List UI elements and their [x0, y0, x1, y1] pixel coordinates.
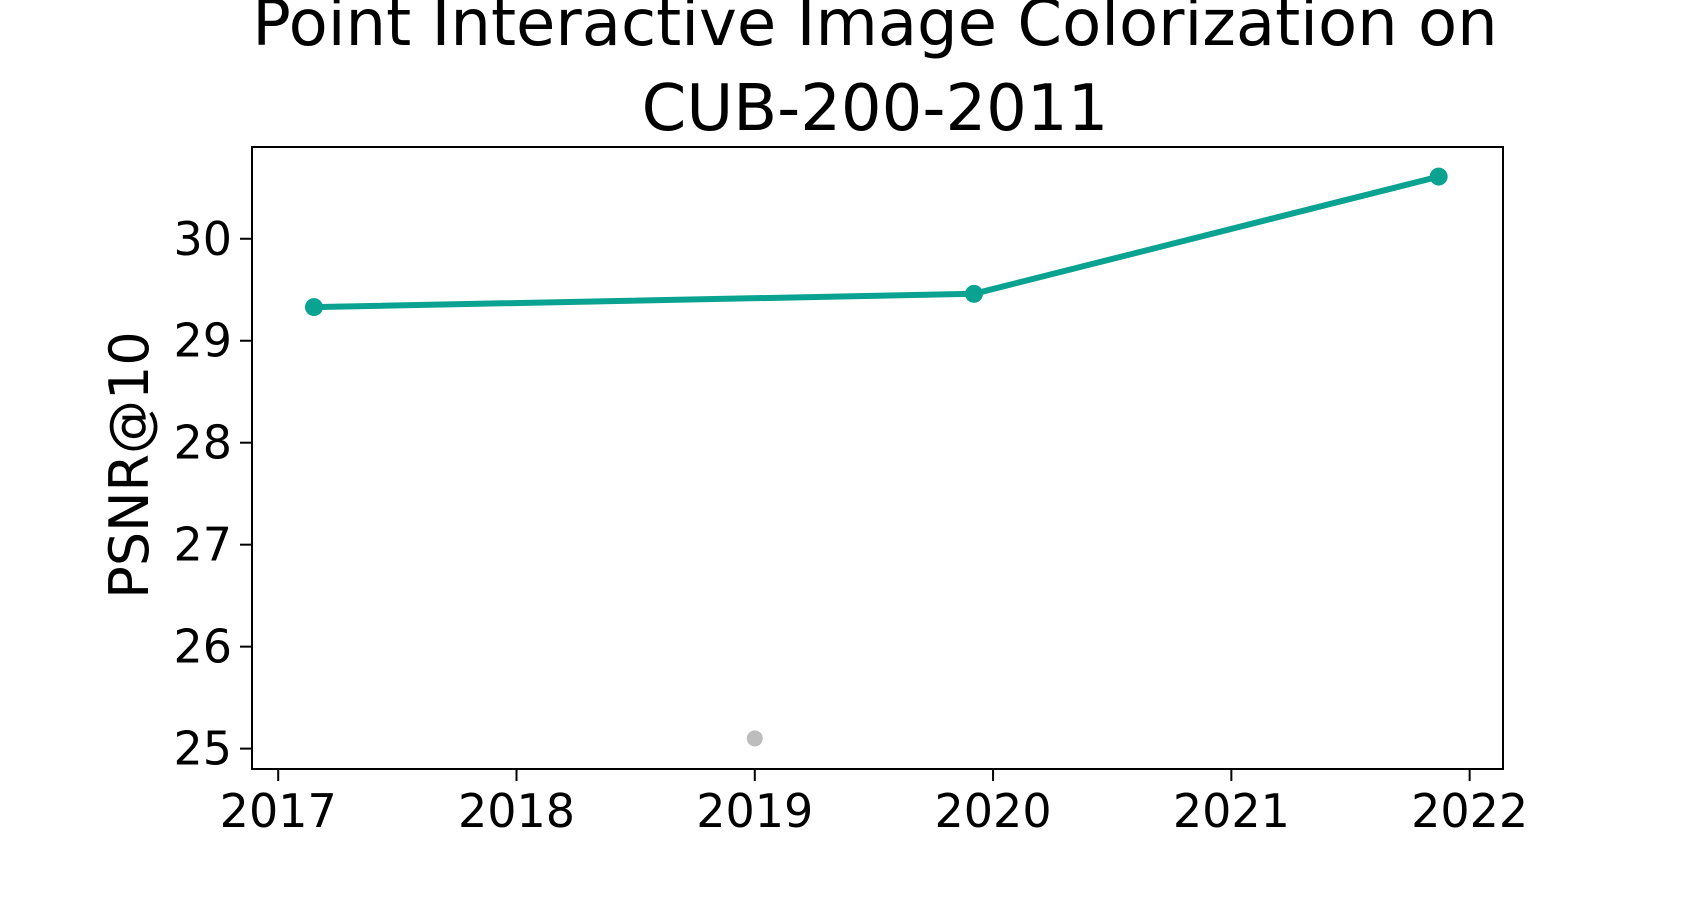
series-point-0-1	[965, 284, 984, 303]
series-point-0-2	[1429, 167, 1448, 186]
y-tick-label-29: 29	[173, 314, 232, 368]
y-axis-ticks: 25 26 27 28 29 30	[173, 212, 252, 776]
y-tick-label-27: 27	[173, 518, 232, 572]
x-tick-label-2020: 2020	[935, 784, 1052, 838]
x-axis-ticks: 2017 2018 2019 2020 2021 2022	[220, 769, 1528, 838]
plot-frame	[251, 146, 1504, 770]
y-tick-label-26: 26	[173, 620, 232, 674]
x-tick-label-2018: 2018	[458, 784, 575, 838]
series-point-0-0	[304, 298, 323, 317]
chart-title-line-1: Point Interactive Image Colorization on	[252, 0, 1497, 61]
x-tick-label-2017: 2017	[220, 784, 337, 838]
x-tick-label-2021: 2021	[1173, 784, 1290, 838]
other-point-0	[746, 730, 763, 747]
y-axis-label: PSNR@10	[98, 331, 161, 598]
chart-title-line-2: CUB-200-2011	[642, 72, 1109, 146]
series-line-0	[311, 173, 1442, 311]
y-tick-label-25: 25	[173, 722, 232, 776]
series-layer	[304, 167, 1448, 317]
y-tick-label-28: 28	[173, 416, 232, 470]
y-tick-label-30: 30	[173, 212, 232, 266]
x-tick-label-2022: 2022	[1411, 784, 1528, 838]
other-points-layer	[746, 730, 763, 747]
x-tick-label-2019: 2019	[696, 784, 813, 838]
